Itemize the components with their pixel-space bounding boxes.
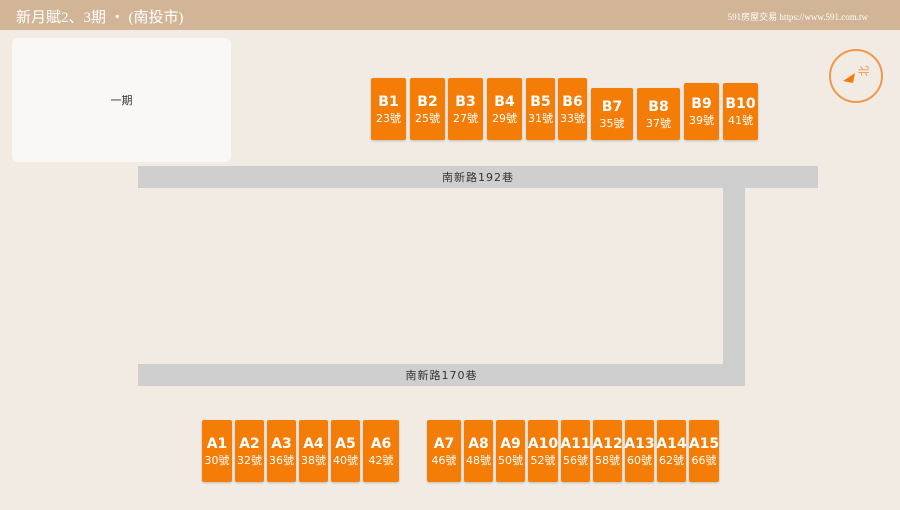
lot-a7[interactable]: A7 46號 (427, 420, 461, 482)
site-credit: 591房屋交易 https://www.591.com.tw (727, 12, 868, 22)
lot-address-number: 32號 (237, 453, 262, 467)
phase-1-area: 一期 (12, 38, 231, 162)
lot-id: A5 (335, 435, 356, 452)
lot-id: B7 (601, 98, 623, 115)
lot-address-number: 46號 (431, 453, 457, 467)
road-connector (723, 166, 745, 386)
compass-label: 北 (857, 65, 871, 77)
lot-address-number: 50號 (498, 453, 523, 467)
lot-address-number: 35號 (599, 116, 625, 130)
lot-address-number: 31號 (528, 111, 553, 125)
lot-address-number: 37號 (646, 116, 671, 130)
lot-id: B1 (378, 93, 399, 110)
lot-a1[interactable]: A1 30號 (202, 420, 232, 482)
lot-address-number: 66號 (691, 453, 717, 467)
lot-address-number: 36號 (269, 453, 294, 467)
lot-a8[interactable]: A8 48號 (464, 420, 493, 482)
lot-address-number: 60號 (627, 453, 652, 467)
lot-b5[interactable]: B5 31號 (526, 78, 555, 140)
lot-address-number: 33號 (560, 111, 585, 125)
lot-b3[interactable]: B3 27號 (448, 78, 483, 140)
lot-b9[interactable]: B9 39號 (684, 83, 719, 140)
lot-address-number: 23號 (376, 111, 401, 125)
lot-address-number: 27號 (453, 111, 478, 125)
lot-address-number: 25號 (415, 111, 440, 125)
lot-address-number: 56號 (563, 453, 588, 467)
lot-a10[interactable]: A10 52號 (528, 420, 558, 482)
lot-a9[interactable]: A9 50號 (496, 420, 525, 482)
lot-id: A12 (592, 435, 623, 452)
lot-address-number: 42號 (368, 453, 394, 467)
lot-a3[interactable]: A3 36號 (267, 420, 296, 482)
lot-address-number: 39號 (689, 114, 714, 127)
lot-address-number: 48號 (466, 453, 491, 467)
lot-a4[interactable]: A4 38號 (299, 420, 328, 482)
lot-id: B8 (648, 98, 669, 115)
lot-address-number: 38號 (301, 453, 326, 467)
lot-id: A3 (271, 435, 292, 452)
lot-id: A11 (560, 435, 591, 452)
lot-id: A9 (500, 435, 521, 452)
lot-b8[interactable]: B8 37號 (637, 88, 680, 140)
lot-id: A6 (370, 435, 392, 452)
lot-id: A4 (303, 435, 324, 452)
lot-id: A13 (624, 435, 655, 452)
lot-id: A7 (433, 435, 455, 452)
lot-b2[interactable]: B2 25號 (410, 78, 445, 140)
lot-a11[interactable]: A11 56號 (560, 420, 591, 482)
lot-id: A10 (527, 435, 559, 452)
lot-id: A1 (206, 435, 228, 452)
lot-id: A8 (468, 435, 489, 452)
lot-address-number: 62號 (659, 453, 684, 467)
page-title: 新月賦2、3期 ‧ (南投市) (16, 10, 184, 26)
lot-address-number: 41號 (728, 114, 753, 127)
lot-a2[interactable]: A2 32號 (235, 420, 264, 482)
lot-address-number: 40號 (333, 453, 358, 467)
lot-b4[interactable]: B4 29號 (487, 78, 522, 140)
lot-id: B3 (455, 93, 476, 110)
lot-address-number: 52號 (530, 453, 556, 467)
lot-id: B10 (725, 96, 756, 112)
lot-id: A14 (656, 435, 687, 452)
lot-a12[interactable]: A12 58號 (592, 420, 623, 482)
lot-id: A15 (688, 435, 720, 452)
north-arrow-icon (843, 73, 855, 83)
lot-id: B4 (494, 93, 515, 110)
lot-a5[interactable]: A5 40號 (331, 420, 360, 482)
lot-b10[interactable]: B10 41號 (723, 83, 758, 140)
lot-b6[interactable]: B6 33號 (558, 78, 587, 140)
header: 新月賦2、3期 ‧ (南投市) 591房屋交易 https://www.591.… (0, 0, 900, 30)
lot-id: A2 (239, 435, 260, 452)
lot-id: B5 (530, 93, 551, 110)
lot-b7[interactable]: B7 35號 (591, 88, 633, 140)
lot-address-number: 58號 (595, 453, 620, 467)
road-170-lane: 南新路170巷 (138, 364, 745, 386)
lot-b1[interactable]: B1 23號 (371, 78, 406, 140)
lot-address-number: 30號 (204, 453, 230, 467)
lot-id: B2 (417, 93, 438, 110)
lot-a13[interactable]: A13 60號 (624, 420, 655, 482)
lot-id: B9 (691, 96, 712, 112)
lot-a14[interactable]: A14 62號 (656, 420, 687, 482)
compass: 北 (829, 49, 883, 103)
lot-id: B6 (562, 93, 583, 110)
lot-a15[interactable]: A15 66號 (689, 420, 719, 482)
lot-address-number: 29號 (492, 111, 517, 125)
lot-a6[interactable]: A6 42號 (363, 420, 399, 482)
road-192-lane: 南新路192巷 (138, 166, 818, 188)
